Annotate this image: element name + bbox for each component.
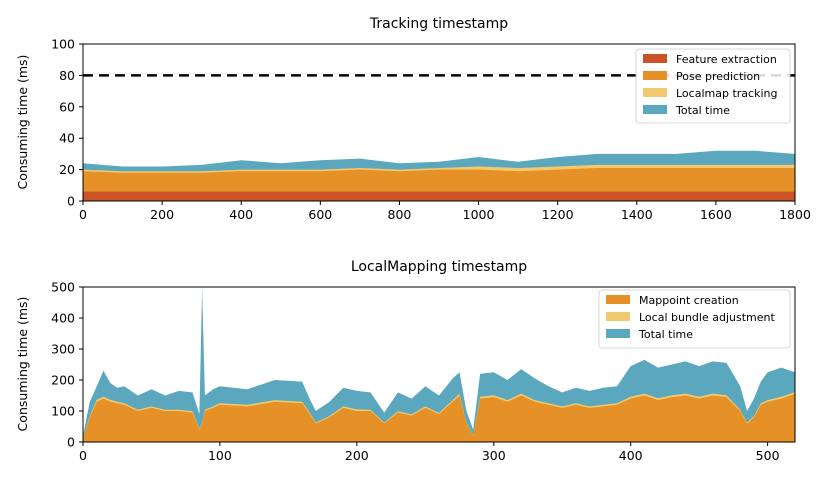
- legend-swatch-localmap-tracking: [643, 88, 667, 97]
- localmapping-xtick-label-300: 300: [482, 448, 506, 463]
- localmapping-xtick-label-0: 0: [79, 448, 87, 463]
- localmapping-ylabel: Consuming time (ms): [15, 297, 30, 432]
- tracking-x-ticks: 0 200 400 600 800 1000 1200 1400 1600 1800: [79, 201, 811, 222]
- tracking-legend: Feature extraction Pose prediction Local…: [635, 48, 791, 124]
- tracking-areas: [83, 150, 795, 201]
- localmapping-area-mappoint-creation: [83, 393, 795, 442]
- legend-label-local-bundle-adjustment: Local bundle adjustment: [639, 311, 775, 324]
- tracking-legend-box: [635, 48, 791, 124]
- localmapping-ytick-label-500: 500: [51, 280, 75, 295]
- tracking-axes-frame: [82, 43, 796, 202]
- legend-swatch-pose-prediction: [643, 71, 667, 80]
- tracking-xtick-label-0: 0: [79, 207, 87, 222]
- tracking-xtick-label-600: 600: [308, 207, 332, 222]
- localmapping-axes-frame: [82, 286, 796, 443]
- tracking-title: Tracking timestamp: [369, 16, 508, 32]
- legend-label-pose-prediction: Pose prediction: [676, 70, 760, 83]
- legend-swatch-mappoint-creation: [606, 295, 630, 304]
- legend-swatch-total-time: [643, 105, 667, 114]
- tracking-xtick-label-400: 400: [229, 207, 253, 222]
- localmapping-ytick-label-200: 200: [51, 373, 75, 388]
- legend-label-localmap-tracking: Localmap tracking: [676, 87, 777, 100]
- tracking-ytick-label-40: 40: [59, 131, 75, 146]
- tracking-xtick-label-1200: 1200: [542, 207, 574, 222]
- localmapping-xtick-label-500: 500: [756, 448, 780, 463]
- tracking-ytick-label-100: 100: [51, 37, 75, 52]
- tracking-ytick-label-0: 0: [67, 194, 75, 209]
- localmapping-ytick-label-0: 0: [67, 435, 75, 450]
- tracking-chart: Tracking timestamp Consuming time (ms) 0…: [15, 16, 811, 222]
- localmapping-chart: LocalMapping timestamp Consuming time (m…: [15, 259, 796, 463]
- tracking-xtick-label-800: 800: [388, 207, 412, 222]
- legend-swatch-local-bundle-adjustment: [606, 312, 630, 321]
- legend-label-feature-extraction: Feature extraction: [676, 53, 777, 66]
- legend-label-mappoint-creation: Mappoint creation: [639, 294, 739, 307]
- localmapping-areas: [83, 288, 795, 442]
- localmapping-xtick-label-400: 400: [619, 448, 643, 463]
- localmapping-xtick-label-100: 100: [208, 448, 232, 463]
- tracking-xtick-label-200: 200: [150, 207, 174, 222]
- localmapping-legend: Mappoint creation Local bundle adjustmen…: [598, 289, 791, 349]
- tracking-xtick-label-1600: 1600: [700, 207, 732, 222]
- tracking-xtick-label-1800: 1800: [779, 207, 811, 222]
- localmapping-ytick-label-400: 400: [51, 311, 75, 326]
- localmapping-xtick-label-200: 200: [345, 448, 369, 463]
- legend-swatch-total-time-lm: [606, 329, 630, 338]
- localmapping-ytick-label-300: 300: [51, 342, 75, 357]
- tracking-xtick-label-1400: 1400: [621, 207, 653, 222]
- legend-swatch-feature-extraction: [643, 54, 667, 63]
- tracking-ytick-label-20: 20: [59, 162, 75, 177]
- legend-label-total-time: Total time: [675, 104, 730, 117]
- localmapping-title: LocalMapping timestamp: [351, 259, 527, 275]
- localmapping-y-ticks: 0 100 200 300 400 500: [51, 280, 83, 450]
- localmapping-legend-box: [598, 289, 791, 349]
- tracking-ytick-label-60: 60: [59, 99, 75, 114]
- localmapping-ytick-label-100: 100: [51, 404, 75, 419]
- tracking-ytick-label-80: 80: [59, 68, 75, 83]
- tracking-xtick-label-1000: 1000: [463, 207, 495, 222]
- localmapping-x-ticks: 0 100 200 300 400 500: [79, 442, 780, 463]
- legend-label-total-time-lm: Total time: [638, 328, 693, 341]
- tracking-y-ticks: 0 20 40 60 80 100: [51, 37, 83, 209]
- tracking-area-feature-extraction: [83, 191, 795, 201]
- tracking-ylabel: Consuming time (ms): [15, 55, 30, 190]
